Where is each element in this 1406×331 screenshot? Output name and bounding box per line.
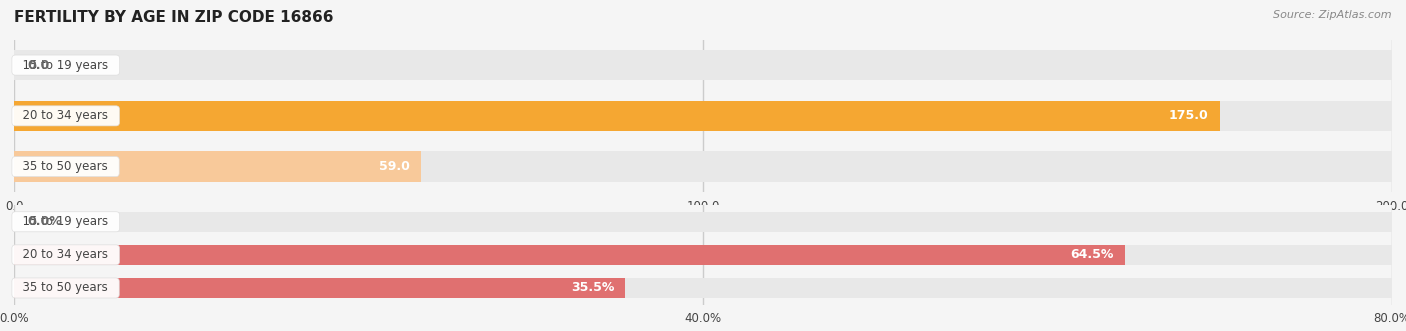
Text: FERTILITY BY AGE IN ZIP CODE 16866: FERTILITY BY AGE IN ZIP CODE 16866 [14, 10, 333, 25]
Bar [14, 278, 626, 298]
Text: 35 to 50 years: 35 to 50 years [15, 160, 115, 173]
Bar [14, 245, 1392, 265]
Text: Source: ZipAtlas.com: Source: ZipAtlas.com [1274, 10, 1392, 20]
Text: 35 to 50 years: 35 to 50 years [15, 281, 115, 295]
Bar [14, 151, 1392, 182]
Bar [14, 101, 1220, 131]
Text: 175.0: 175.0 [1168, 109, 1209, 122]
Bar [14, 151, 420, 182]
Text: 59.0: 59.0 [378, 160, 409, 173]
Text: 20 to 34 years: 20 to 34 years [15, 248, 115, 261]
Text: 15 to 19 years: 15 to 19 years [15, 215, 117, 228]
Text: 35.5%: 35.5% [571, 281, 614, 295]
Text: 0.0%: 0.0% [28, 215, 63, 228]
Text: 15 to 19 years: 15 to 19 years [15, 59, 117, 71]
Text: 64.5%: 64.5% [1070, 248, 1114, 261]
Bar [14, 101, 1392, 131]
Bar [14, 50, 1392, 80]
Bar [14, 278, 1392, 298]
Bar [14, 245, 1125, 265]
Bar [14, 212, 1392, 232]
Text: 0.0: 0.0 [28, 59, 51, 71]
Text: 20 to 34 years: 20 to 34 years [15, 109, 115, 122]
